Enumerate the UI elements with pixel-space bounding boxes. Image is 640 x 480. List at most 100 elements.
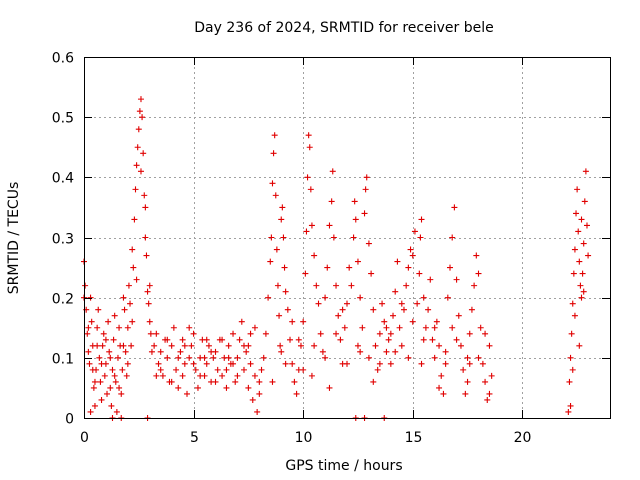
data-point <box>460 366 467 373</box>
data-point <box>303 228 310 235</box>
grid <box>84 57 610 418</box>
data-point <box>90 384 97 391</box>
data-point <box>260 354 267 361</box>
data-point <box>351 198 358 205</box>
data-point <box>181 360 188 367</box>
data-point <box>289 318 296 325</box>
y-tick-label: 0.4 <box>52 171 74 187</box>
data-point <box>148 348 155 355</box>
data-point <box>91 402 98 409</box>
data-point <box>247 360 254 367</box>
data-point <box>223 384 230 391</box>
data-point <box>416 270 423 277</box>
data-point <box>159 372 166 379</box>
data-point <box>269 378 276 385</box>
data-point <box>324 264 331 271</box>
data-point <box>438 372 445 379</box>
data-point <box>129 246 136 253</box>
data-point <box>268 234 275 241</box>
data-point <box>398 342 405 349</box>
data-point <box>238 318 245 325</box>
data-point <box>175 384 182 391</box>
data-point <box>164 336 171 343</box>
data-point <box>436 384 443 391</box>
data-point <box>440 390 447 397</box>
data-point <box>190 360 197 367</box>
data-point <box>420 294 427 301</box>
y-tick-label: 0.3 <box>52 232 74 248</box>
data-point <box>136 108 143 115</box>
data-point <box>482 378 489 385</box>
data-point <box>175 354 182 361</box>
data-point <box>307 186 314 193</box>
data-point <box>322 294 329 301</box>
data-point <box>109 366 116 373</box>
data-point <box>240 366 247 373</box>
data-point <box>392 288 399 295</box>
data-point <box>282 288 289 295</box>
data-point <box>475 354 482 361</box>
data-point <box>431 354 438 361</box>
data-point <box>89 366 96 373</box>
data-point <box>194 384 201 391</box>
data-point <box>398 300 405 307</box>
data-point <box>576 342 583 349</box>
data-point <box>157 366 164 373</box>
data-point <box>313 282 320 289</box>
data-point <box>181 342 188 349</box>
data-point <box>488 372 495 379</box>
y-tick-label: 0 <box>65 412 74 428</box>
data-point <box>477 324 484 331</box>
data-point <box>482 330 489 337</box>
data-point <box>143 252 150 259</box>
data-point <box>119 366 126 373</box>
data-point <box>339 306 346 313</box>
data-point <box>425 306 432 313</box>
data-point <box>567 354 574 361</box>
data-point <box>127 300 134 307</box>
data-point <box>137 96 144 103</box>
data-point <box>576 258 583 265</box>
data-point <box>383 324 390 331</box>
data-point <box>585 252 592 259</box>
data-point <box>170 324 177 331</box>
data-point <box>99 342 106 349</box>
data-point <box>577 282 584 289</box>
data-point <box>108 402 115 409</box>
data-point <box>387 360 394 367</box>
data-point <box>466 330 473 337</box>
data-point <box>302 270 309 277</box>
data-point <box>85 324 92 331</box>
data-point <box>100 330 107 337</box>
data-point <box>304 174 311 181</box>
data-point <box>370 306 377 313</box>
data-point <box>346 264 353 271</box>
data-point <box>411 228 418 235</box>
data-point <box>405 264 412 271</box>
data-point <box>578 216 585 223</box>
data-point <box>230 360 237 367</box>
data-point <box>201 354 208 361</box>
data-point <box>381 318 388 325</box>
data-point <box>278 348 285 355</box>
data-point <box>466 360 473 367</box>
y-tick-label: 0.5 <box>52 111 74 127</box>
data-point <box>123 372 130 379</box>
data-point <box>362 186 369 193</box>
data-point <box>300 366 307 373</box>
data-point <box>219 336 226 343</box>
data-point <box>326 222 333 229</box>
data-point <box>122 348 129 355</box>
data-point <box>311 252 318 259</box>
data-point <box>287 336 294 343</box>
data-point <box>468 306 475 313</box>
data-point <box>212 378 219 385</box>
data-point <box>88 318 95 325</box>
data-point <box>146 318 153 325</box>
data-point <box>230 330 237 337</box>
data-point <box>107 384 114 391</box>
data-point <box>192 366 199 373</box>
data-point <box>274 282 281 289</box>
data-point <box>134 144 141 151</box>
